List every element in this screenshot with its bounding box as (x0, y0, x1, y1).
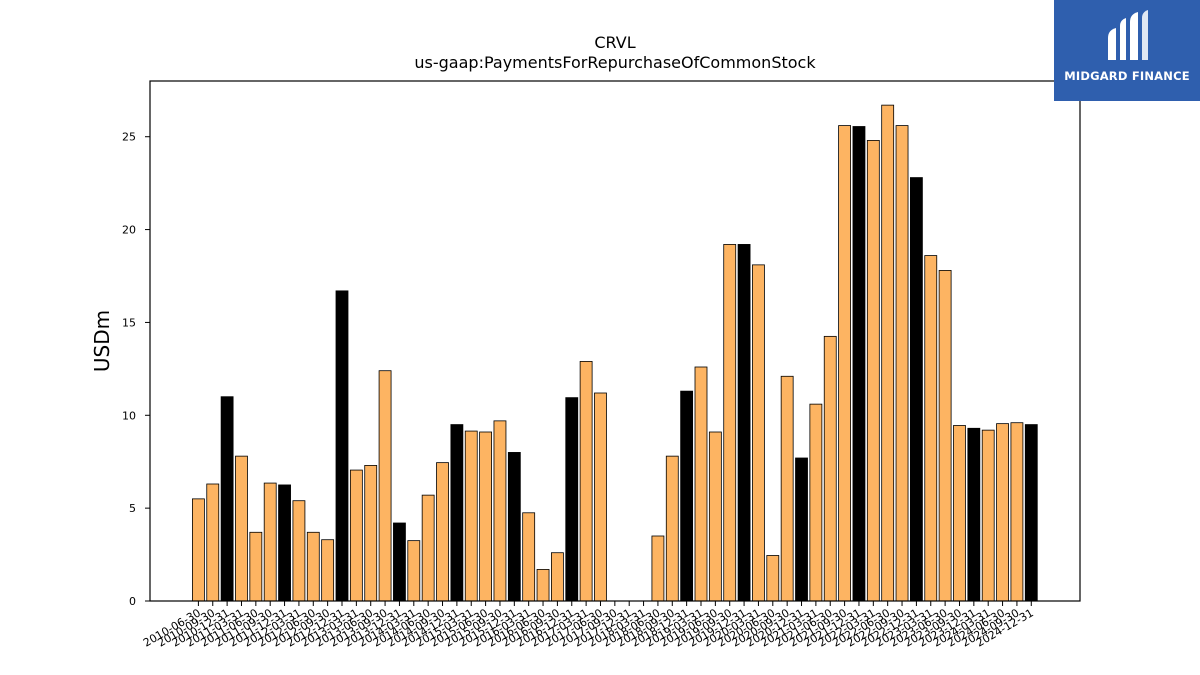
bar-2015-03-31 (464, 430, 478, 602)
bar-2012-06-30 (306, 531, 320, 602)
midgard-logo-icon (1108, 10, 1148, 60)
bars-group (191, 104, 1038, 602)
bar-2021-03-31 (809, 403, 823, 602)
bar-2016-09-30 (551, 552, 564, 602)
bar-2013-03-31 (349, 469, 363, 602)
y-tick-label: 5 (129, 502, 136, 515)
bar-2013-06-30 (364, 465, 378, 602)
chart-title: CRVL (594, 33, 635, 52)
y-tick-label: 20 (122, 224, 136, 237)
bar-2019-12-31 (737, 244, 751, 602)
bar-2010-12-31 (220, 396, 234, 602)
bar-2021-09-30 (838, 125, 851, 602)
bar-2019-09-30 (723, 244, 737, 602)
bar-2018-09-30 (665, 455, 679, 602)
bar-2024-03-31 (981, 429, 995, 602)
midgard-finance-logo: MIDGARD FINANCE (1054, 0, 1200, 101)
bar-2022-06-30 (881, 104, 895, 602)
bar-2011-09-30 (263, 482, 277, 602)
bar-2017-06-30 (594, 392, 607, 602)
bar-2023-06-30 (938, 270, 952, 602)
y-tick-label: 0 (129, 595, 136, 608)
bar-2021-12-31 (852, 126, 866, 602)
bar-2020-06-30 (766, 555, 780, 602)
bar-2014-03-31 (407, 540, 421, 602)
bar-2016-12-31 (565, 397, 579, 602)
bar-2020-09-30 (780, 375, 794, 602)
x-axis: 2010-06-302010-09-302010-12-312011-03-31… (141, 601, 1036, 650)
y-tick-label: 15 (122, 316, 136, 329)
y-tick-label: 25 (122, 131, 136, 144)
bar-2024-06-30 (996, 423, 1009, 602)
bar-2022-03-31 (866, 140, 880, 602)
bar-2012-12-31 (335, 290, 349, 602)
bar-2022-12-31 (910, 177, 923, 602)
bar-2014-06-30 (421, 494, 435, 602)
bar-2022-09-30 (895, 125, 909, 602)
bar-2016-06-30 (536, 569, 550, 602)
bar-2014-12-31 (450, 424, 464, 602)
bar-2018-12-31 (680, 390, 694, 602)
bar-2015-12-31 (507, 452, 521, 602)
bar-2020-12-31 (795, 457, 808, 602)
bar-2021-06-30 (823, 335, 837, 602)
bar-2016-03-31 (522, 512, 536, 602)
bar-2011-03-31 (235, 455, 248, 602)
bar-2024-12-31 (1024, 424, 1038, 602)
bar-2012-03-31 (292, 500, 306, 602)
bar-2018-06-30 (651, 535, 665, 602)
bar-2011-06-30 (249, 531, 263, 602)
bar-2019-06-30 (708, 431, 722, 602)
bar-2020-03-31 (752, 264, 765, 602)
bar-2023-09-30 (953, 425, 966, 602)
chart-subtitle: us-gaap:PaymentsForRepurchaseOfCommonSto… (414, 53, 816, 72)
bar-2017-03-31 (579, 361, 593, 602)
bar-2023-12-31 (967, 427, 981, 602)
bar-2019-03-31 (694, 366, 708, 602)
bar-2011-12-31 (278, 484, 291, 602)
y-axis: 0 5 10 15 20 25 (122, 131, 150, 608)
bar-2012-09-30 (321, 539, 335, 602)
y-tick-label: 10 (122, 409, 136, 422)
y-axis-label: USDm (90, 310, 114, 372)
bar-2015-06-30 (479, 431, 493, 602)
bar-2013-12-31 (393, 522, 406, 602)
bar-2013-09-30 (378, 370, 392, 602)
bar-2023-03-31 (924, 255, 938, 602)
bar-2014-09-30 (436, 462, 449, 602)
logo-text: MIDGARD FINANCE (1064, 69, 1190, 83)
plot-frame (149, 80, 1081, 602)
bar-2015-09-30 (493, 420, 507, 602)
bar-2024-09-30 (1010, 422, 1024, 602)
bar-2010-09-30 (206, 483, 220, 602)
bar-2010-06-30 (191, 498, 205, 602)
